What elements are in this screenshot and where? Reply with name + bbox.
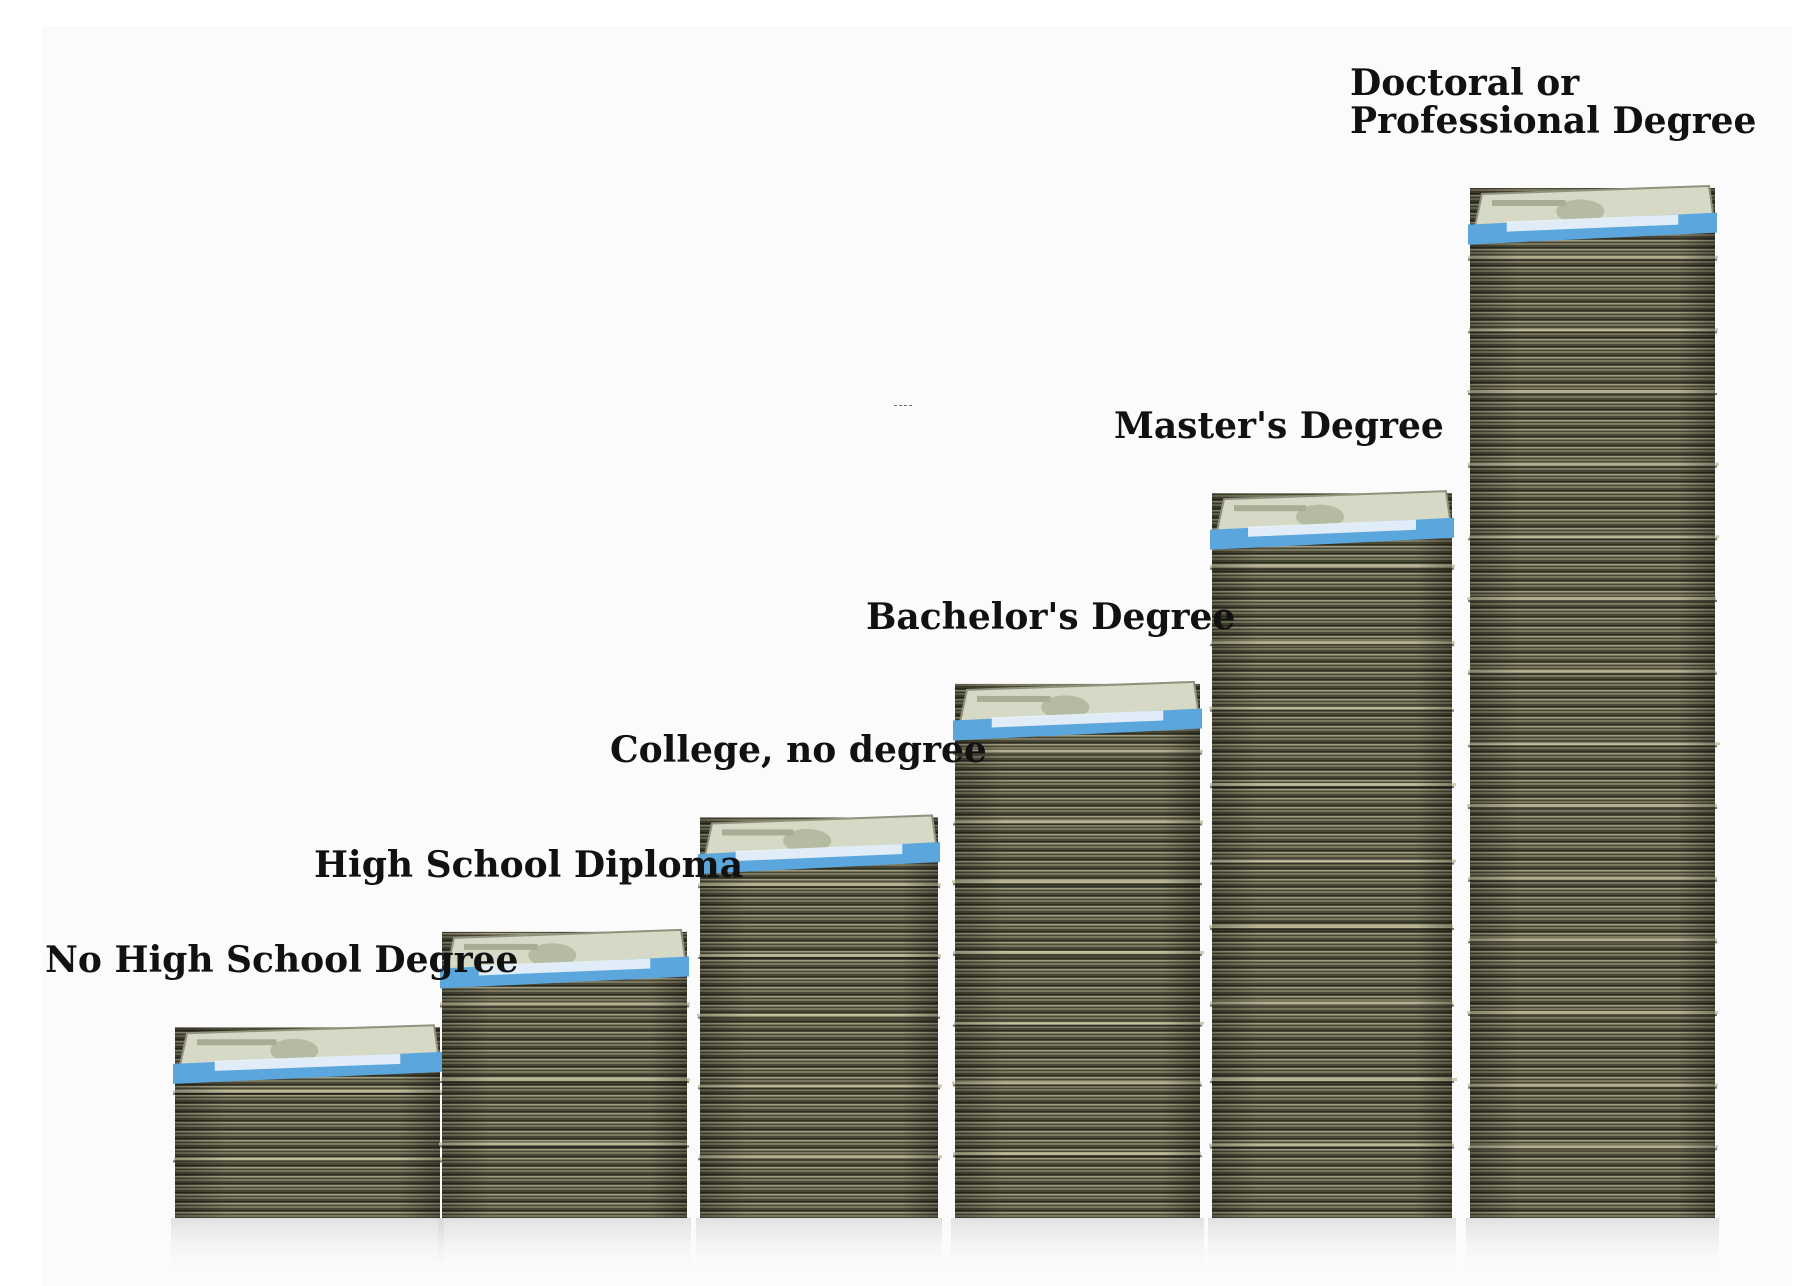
stack-reflection bbox=[951, 1218, 1204, 1278]
bill-text-strip bbox=[1492, 200, 1566, 206]
stack-reflection bbox=[1208, 1218, 1456, 1278]
stack-reflection bbox=[1466, 1218, 1719, 1278]
category-label: Bachelor's Degree bbox=[866, 598, 1235, 636]
band-stripe bbox=[735, 844, 903, 862]
band-stripe bbox=[991, 710, 1164, 728]
stack-reflection bbox=[696, 1218, 942, 1278]
stack-shading bbox=[700, 817, 938, 1218]
category-label: College, no degree bbox=[610, 731, 987, 769]
money-stack-bar bbox=[438, 928, 691, 1278]
bill-portrait bbox=[783, 828, 832, 853]
stack-shading bbox=[1470, 188, 1715, 1218]
category-label-line: Doctoral or bbox=[1350, 62, 1580, 104]
band-stripe bbox=[478, 958, 651, 976]
bill-portrait bbox=[528, 943, 577, 968]
band-stripe bbox=[1506, 214, 1679, 232]
bill-portrait bbox=[270, 1038, 319, 1063]
money-stack-bar bbox=[171, 1024, 444, 1278]
category-label-line: Master's Degree bbox=[1114, 405, 1444, 448]
category-label-line: Professional Degree bbox=[1350, 100, 1757, 142]
bill-text-strip bbox=[977, 695, 1051, 702]
money-stack-bar bbox=[696, 814, 942, 1278]
stack-reflection bbox=[438, 1218, 691, 1278]
bill-text-strip bbox=[464, 943, 538, 950]
stack-reflection bbox=[171, 1218, 444, 1278]
bill-portrait bbox=[1556, 199, 1605, 224]
category-label-line: College, no degree bbox=[610, 729, 987, 772]
bill-text-strip bbox=[197, 1039, 277, 1046]
band-stripe bbox=[1248, 519, 1416, 537]
stack-shading bbox=[1212, 493, 1452, 1218]
money-stack-bar bbox=[1208, 490, 1457, 1278]
category-label: Master's Degree bbox=[1114, 407, 1444, 445]
money-stack-bar bbox=[1466, 184, 1720, 1278]
bill-portrait bbox=[1041, 695, 1090, 720]
category-label: No High School Degree bbox=[45, 941, 518, 979]
category-label-line: No High School Degree bbox=[45, 939, 519, 982]
money-stack-bar bbox=[951, 680, 1204, 1278]
category-label-line: Bachelor's Degree bbox=[866, 595, 1236, 638]
stray-dash-mark bbox=[894, 405, 912, 406]
category-label-line: High School Diploma bbox=[314, 843, 744, 886]
bill-text-strip bbox=[1234, 505, 1306, 512]
category-label: High School Diploma bbox=[314, 846, 743, 884]
category-label: Doctoral or Professional Degree bbox=[1350, 64, 1756, 140]
bill-portrait bbox=[1296, 504, 1344, 529]
band-stripe bbox=[214, 1053, 401, 1071]
bill-text-strip bbox=[722, 829, 794, 836]
stack-shading bbox=[955, 683, 1200, 1218]
